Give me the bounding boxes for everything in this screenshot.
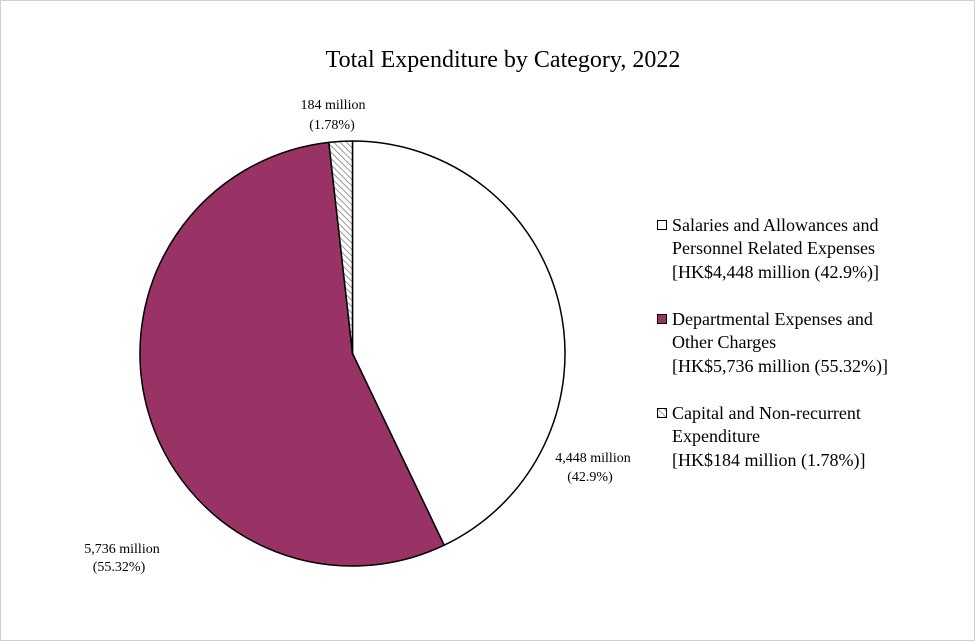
data-label-salaries-value: 4,448 million bbox=[555, 451, 630, 466]
legend-swatch-departmental-expenses bbox=[657, 314, 667, 324]
legend-item-capital-and-non-recurrent: Capital and Non-recurrent Expenditure [H… bbox=[657, 403, 865, 471]
legend-text-capital-line-2: Expenditure bbox=[672, 426, 760, 446]
legend-swatch-salaries-and-allowances bbox=[657, 220, 667, 230]
data-labels: 184 million (1.78%) 4,448 million (42.9%… bbox=[84, 98, 630, 575]
pie bbox=[139, 140, 566, 567]
legend-text-salaries-line-1: Salaries and Allowances and bbox=[672, 215, 878, 235]
legend-swatch-capital-and-non-recurrent bbox=[657, 408, 667, 418]
legend-text-capital-line-1: Capital and Non-recurrent bbox=[672, 403, 861, 423]
data-label-capital-value: 184 million bbox=[301, 98, 366, 113]
legend: Salaries and Allowances and Personnel Re… bbox=[657, 215, 888, 471]
legend-text-departmental-line-2: Other Charges bbox=[672, 332, 776, 352]
legend-text-departmental-line-1: Departmental Expenses and bbox=[672, 309, 873, 329]
data-label-departmental-percent: (55.32%) bbox=[93, 560, 146, 575]
legend-text-salaries-line-3: [HK$4,448 million (42.9%)] bbox=[672, 262, 879, 283]
chart-title: Total Expenditure by Category, 2022 bbox=[326, 47, 681, 73]
pie-slice-capital-and-non-recurrent bbox=[328, 140, 354, 355]
legend-item-departmental-expenses: Departmental Expenses and Other Charges … bbox=[657, 309, 888, 377]
data-label-capital-percent: (1.78%) bbox=[309, 118, 355, 133]
legend-text-capital-line-3: [HK$184 million (1.78%)] bbox=[672, 450, 865, 471]
data-label-departmental-value: 5,736 million bbox=[84, 542, 159, 557]
pie-slice-salaries-and-allowances bbox=[351, 140, 566, 546]
legend-text-departmental-line-3: [HK$5,736 million (55.32%)] bbox=[672, 356, 888, 377]
data-label-salaries-percent: (42.9%) bbox=[567, 470, 613, 485]
legend-text-salaries-line-2: Personnel Related Expenses bbox=[672, 238, 875, 258]
pie-slice-departmental-expenses bbox=[139, 141, 445, 567]
legend-item-salaries-and-allowances: Salaries and Allowances and Personnel Re… bbox=[657, 215, 879, 283]
